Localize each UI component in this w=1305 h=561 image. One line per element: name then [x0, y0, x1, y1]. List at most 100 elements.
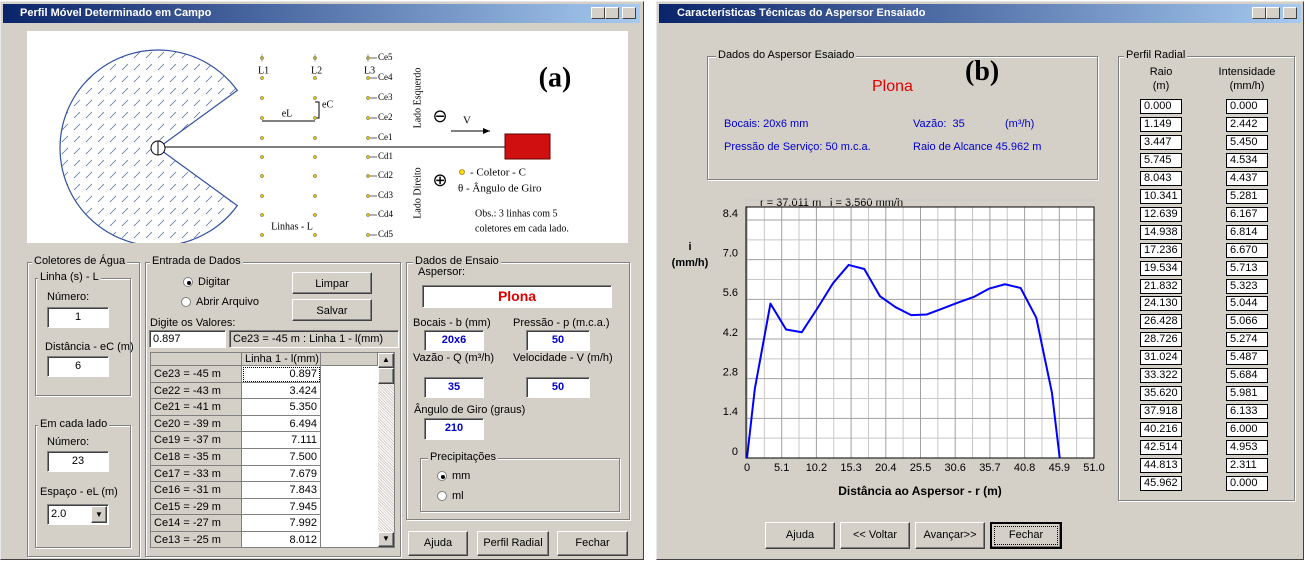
grid-header	[321, 353, 378, 366]
intensity-cell: 4.534	[1226, 153, 1268, 168]
arrow-head	[483, 128, 490, 134]
radius-cell: 21.832	[1140, 279, 1182, 294]
radius-cell: 14.938	[1140, 225, 1182, 240]
radial-profile-button[interactable]: Perfil Radial	[477, 531, 549, 556]
grid-cell[interactable]: 7.945	[242, 499, 321, 516]
radius-cell: 10.341	[1140, 189, 1182, 204]
row-header: Ce15 = -29 m	[151, 499, 242, 516]
radio-label: Digitar	[198, 276, 230, 288]
maximize-button[interactable]	[1266, 7, 1280, 19]
scroll-down[interactable]: ▼	[378, 532, 394, 547]
collector	[313, 174, 316, 177]
collector	[313, 213, 316, 216]
intensity-cell: 5.684	[1226, 368, 1268, 383]
right-side-label: Lado Direito	[412, 167, 423, 218]
distance-input[interactable]: 6	[47, 356, 109, 377]
grid-cell[interactable]: 7.992	[242, 515, 321, 532]
scroll-up[interactable]: ▲	[378, 353, 394, 368]
velocity-input[interactable]: 50	[526, 377, 590, 398]
next-button[interactable]: Avançar>>	[915, 522, 985, 549]
line-label: L1	[258, 65, 269, 76]
collector	[260, 194, 263, 197]
grid-cell[interactable]: 7.843	[242, 482, 321, 499]
grid-cell[interactable]: 7.679	[242, 466, 321, 483]
number-input[interactable]: 1	[47, 307, 109, 328]
collector	[260, 233, 263, 236]
maximize-button[interactable]	[605, 7, 619, 19]
x-tick-label: 20.4	[875, 462, 896, 474]
grid-cell[interactable]: 6.494	[242, 416, 321, 433]
help-button[interactable]: Ajuda	[408, 531, 468, 556]
back-button[interactable]: << Voltar	[840, 522, 910, 549]
x-tick-label: 0	[744, 462, 750, 474]
collector	[313, 116, 316, 119]
nozzle-input[interactable]: 20x6	[424, 330, 484, 351]
value-input[interactable]: 0.897	[149, 330, 226, 348]
field-label: Pressão - p (m.c.a.)	[513, 317, 610, 329]
close-button[interactable]	[622, 7, 636, 19]
minimize-button[interactable]	[1252, 7, 1266, 19]
pressure-input[interactable]: 50	[526, 330, 590, 351]
y-tick-label: 8.4	[723, 208, 738, 220]
clear-button[interactable]: Limpar	[292, 272, 372, 294]
group-title: Coletores de Água	[32, 255, 127, 268]
angle-legend: θ - Ângulo de Giro	[458, 183, 542, 195]
field-label: Digite os Valores:	[150, 317, 235, 329]
window-title: Características Técnicas do Aspersor Ens…	[677, 4, 925, 23]
grid-cell[interactable]: 7.500	[242, 449, 321, 466]
radio-ml[interactable]	[437, 491, 447, 501]
collector	[366, 76, 369, 79]
window-title: Perfil Móvel Determinado em Campo	[20, 4, 211, 23]
scroll-thumb[interactable]	[378, 368, 394, 384]
intensity-cell: 0.000	[1226, 476, 1268, 491]
field-label: Aspersor:	[418, 266, 465, 278]
field-label: Número:	[47, 291, 89, 303]
field-label: Bocais - b (mm)	[413, 317, 491, 329]
chart: r = 37.011 m i = 3.560 mm/h i (mm/h) Dis…	[660, 190, 1105, 505]
grid-cell[interactable]: 3.424	[242, 383, 321, 400]
close-button[interactable]: Fechar	[557, 531, 628, 556]
intensity-cell: 5.450	[1226, 135, 1268, 150]
nozzle-text: Bocais: 20x6 mm	[724, 118, 808, 130]
grid-cell[interactable]: 5.350	[242, 399, 321, 416]
collector	[366, 96, 369, 99]
radio-digitar[interactable]	[183, 277, 193, 287]
page: Perfil Móvel Determinado em Campo (a) eL…	[0, 0, 1305, 561]
number-input[interactable]: 23	[47, 451, 109, 472]
combo-arrow[interactable]: ▼	[91, 506, 107, 523]
radius-cell: 12.639	[1140, 207, 1182, 222]
radio-abrir[interactable]	[181, 297, 191, 307]
grid-corner	[151, 353, 242, 366]
grid-cell[interactable]: 0.897	[242, 366, 321, 383]
radius-cell: 35.620	[1140, 386, 1182, 401]
radius-cell: 28.726	[1140, 332, 1182, 347]
sprinkler-input[interactable]: Plona	[422, 285, 612, 308]
collector	[260, 213, 263, 216]
radius-cell: 1.149	[1140, 117, 1182, 132]
collector	[260, 136, 263, 139]
collector	[366, 155, 369, 158]
line-label: L3	[364, 65, 375, 76]
column-unit: (mm/h)	[1218, 80, 1276, 92]
radio-label: Abrir Arquivo	[196, 296, 259, 308]
collector	[313, 96, 316, 99]
collector-symbol	[460, 170, 465, 175]
save-button[interactable]: Salvar	[292, 299, 372, 321]
angle-input[interactable]: 210	[424, 418, 484, 440]
radio-mm[interactable]	[437, 471, 447, 481]
radius-cell: 17.236	[1140, 243, 1182, 258]
radius-cell: 31.024	[1140, 350, 1182, 365]
grid-cell[interactable]: 7.111	[242, 432, 321, 449]
flow-input[interactable]: 35	[424, 377, 484, 398]
collector	[366, 174, 369, 177]
help-button[interactable]: Ajuda	[765, 522, 835, 549]
close-button[interactable]	[1283, 7, 1297, 19]
grid-cell[interactable]: 8.012	[242, 532, 321, 548]
close-button[interactable]: Fechar	[990, 522, 1062, 549]
collector	[366, 116, 369, 119]
intensity-cell: 5.274	[1226, 332, 1268, 347]
row-header: Ce14 = -27 m	[151, 515, 242, 532]
radio-label: mm	[452, 470, 470, 482]
minimize-button[interactable]	[591, 7, 605, 19]
